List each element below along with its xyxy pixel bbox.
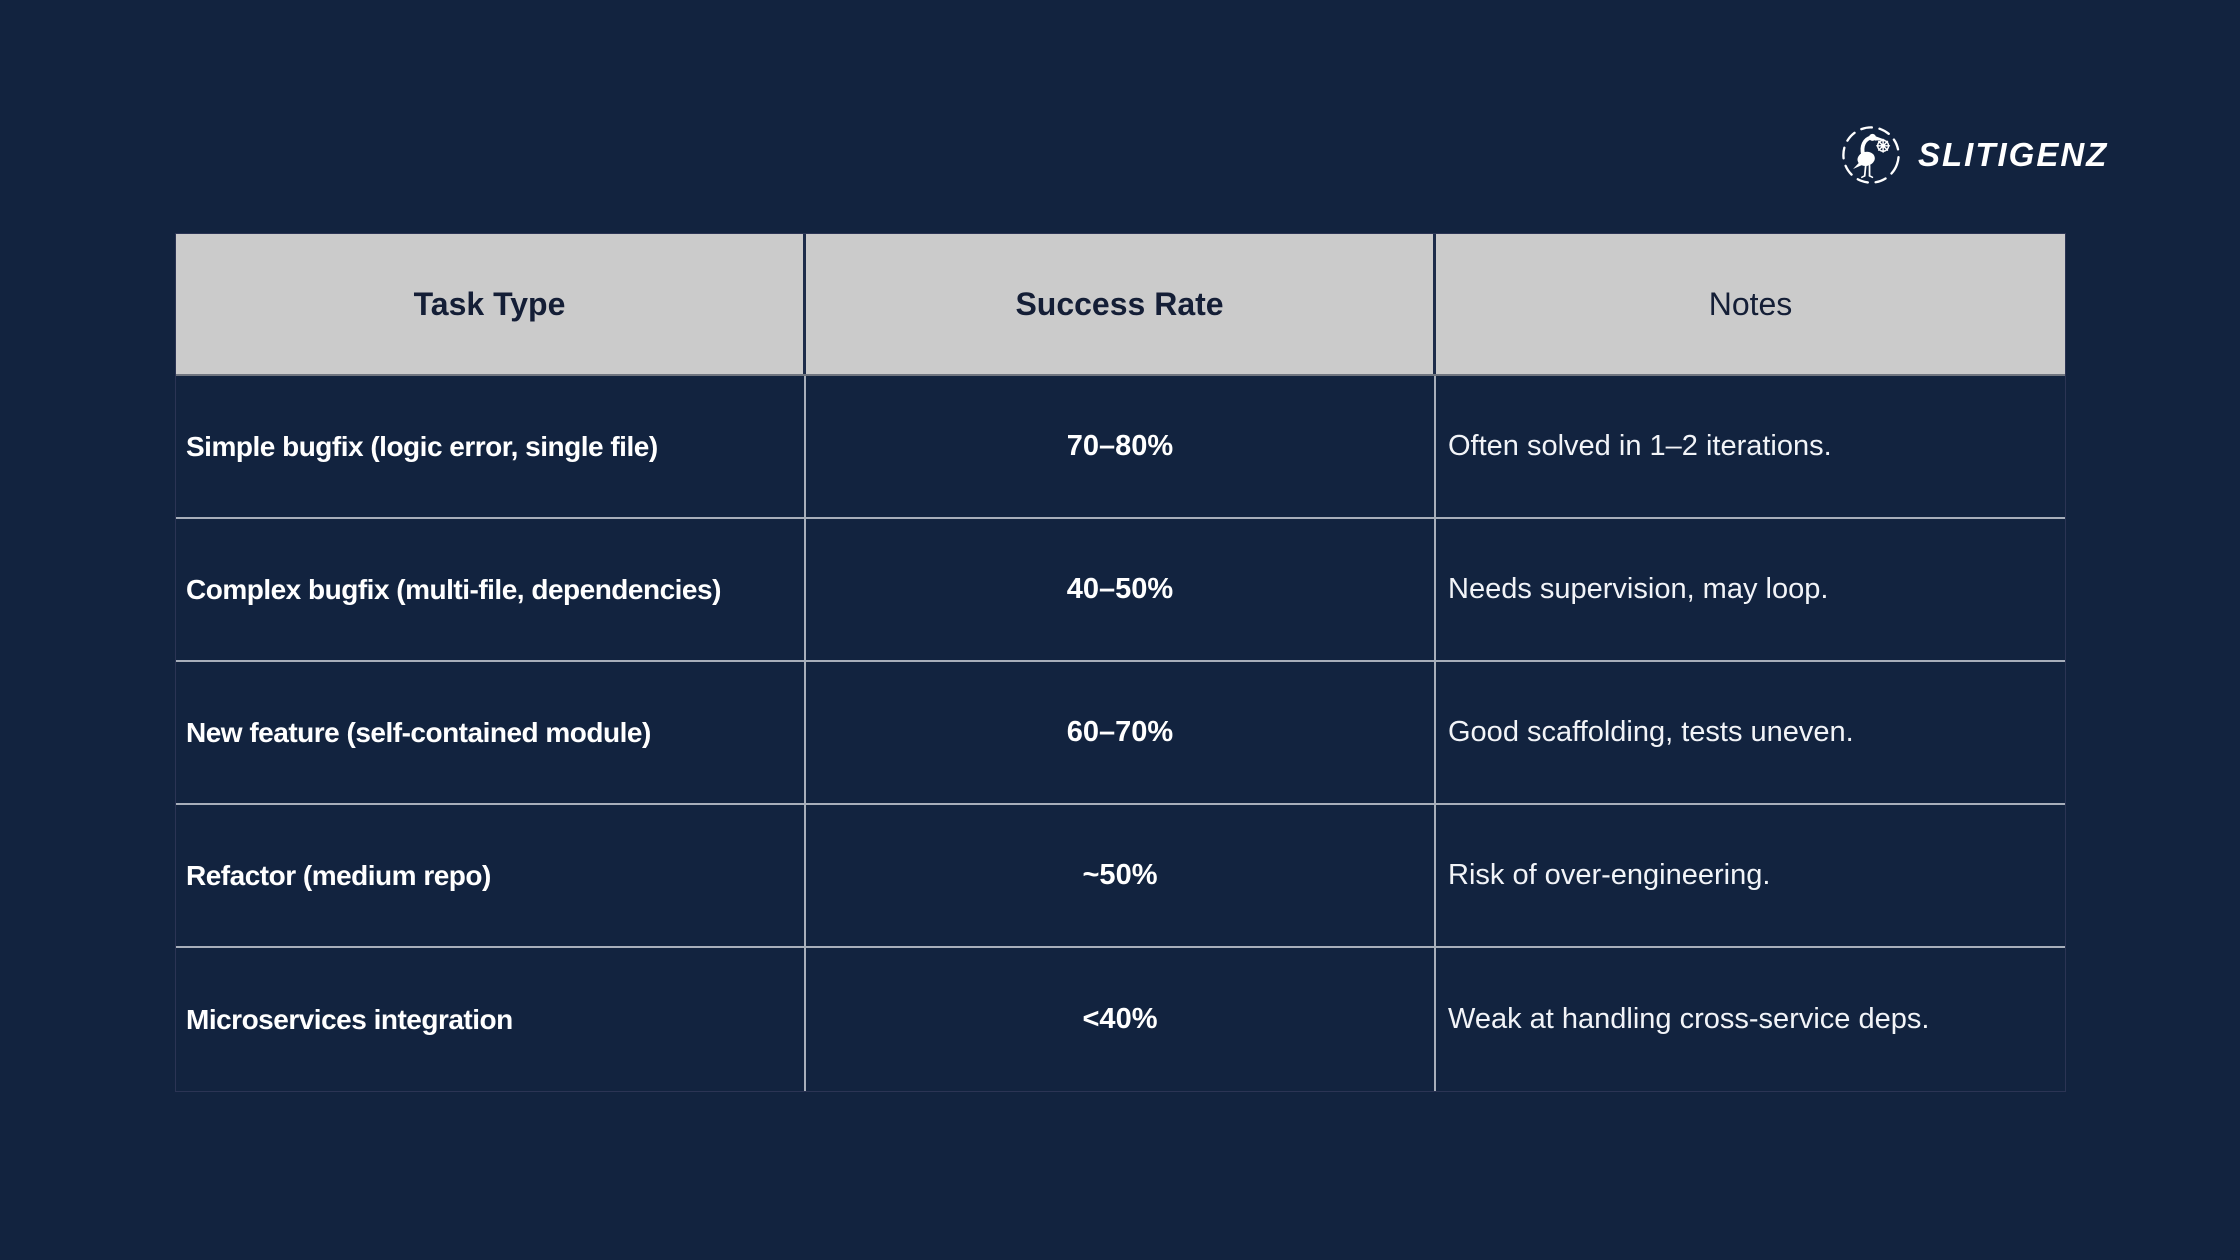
brand-name: SLITIGENZ xyxy=(1918,136,2109,173)
stork-helm-logo-icon xyxy=(1842,126,1900,184)
brand-logo: SLITIGENZ xyxy=(1840,124,2108,186)
table-body: Simple bugfix (logic error, single file)… xyxy=(176,376,2065,1091)
column-header-success-rate: Success Rate xyxy=(806,234,1436,374)
cell-notes: Good scaffolding, tests uneven. xyxy=(1448,716,1854,748)
cell-success-rate: 70–80% xyxy=(806,376,1436,517)
table-header-row: Task Type Success Rate Notes xyxy=(176,234,2065,376)
cell-notes: Risk of over-engineering. xyxy=(1448,859,1771,891)
table-row: Refactor (medium repo) ~50% Risk of over-e… xyxy=(176,805,2065,948)
cell-task-type: Complex bugfix (multi-file, dependencies… xyxy=(176,519,806,660)
cell-task-type: Simple bugfix (logic error, single file) xyxy=(176,376,806,517)
cell-success-rate: ~50% xyxy=(806,805,1436,946)
table-row: Microservices integration <40% Weak at han… xyxy=(176,948,2065,1091)
cell-task-type: New feature (self-contained module) xyxy=(176,662,806,803)
cell-notes: Often solved in 1–2 iterations. xyxy=(1448,430,1832,462)
column-header-notes: Notes xyxy=(1708,285,1793,322)
cell-notes: Needs supervision, may loop. xyxy=(1448,573,1829,605)
cell-notes: Weak at handling cross-service deps. xyxy=(1448,1003,1930,1035)
table-row: Complex bugfix (multi-file, dependencies… xyxy=(176,519,2065,662)
cell-success-rate: 60–70% xyxy=(806,662,1436,803)
cell-task-type: Refactor (medium repo) xyxy=(176,805,806,946)
table-row: New feature (self-contained module) 60–70… xyxy=(176,662,2065,805)
table-row: Simple bugfix (logic error, single file)… xyxy=(176,376,2065,519)
cell-success-rate: 40–50% xyxy=(806,519,1436,660)
cell-task-type: Microservices integration xyxy=(176,948,806,1091)
column-header-task-type: Task Type xyxy=(176,234,806,374)
cell-success-rate: <40% xyxy=(806,948,1436,1091)
helm-wheel-icon xyxy=(1876,138,1891,153)
success-rate-table: Task Type Success Rate Notes Simple bugf… xyxy=(175,233,2066,1092)
